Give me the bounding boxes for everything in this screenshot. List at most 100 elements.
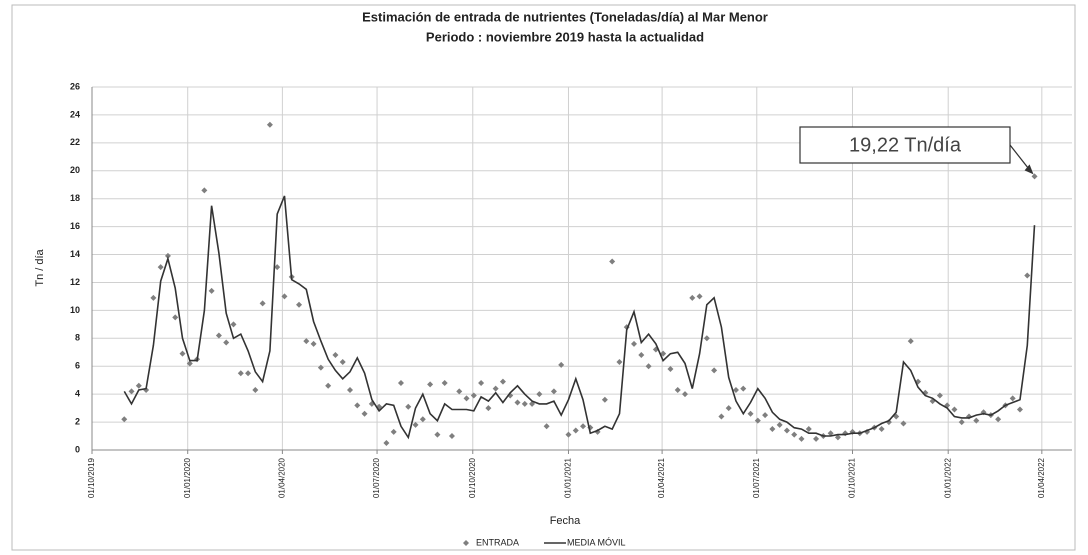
data-point [485, 405, 492, 412]
x-tick-label: 01/10/2019 [87, 457, 96, 498]
data-point [354, 402, 361, 409]
data-point [718, 413, 725, 420]
y-tick-label: 18 [70, 193, 80, 203]
data-point [383, 440, 390, 447]
data-point [805, 426, 812, 433]
data-point [601, 396, 608, 403]
data-point [347, 386, 354, 393]
y-tick-label: 14 [70, 249, 80, 259]
data-point [339, 359, 346, 366]
data-point [783, 427, 790, 434]
y-tick-label: 10 [70, 305, 80, 315]
data-point [201, 187, 208, 194]
moving-average-line [123, 195, 1036, 440]
data-point [689, 294, 696, 301]
data-point [252, 386, 259, 393]
data-point [973, 417, 980, 424]
data-point [572, 427, 579, 434]
data-point [958, 419, 965, 426]
data-point [834, 434, 841, 441]
x-axis-title: Fecha [550, 515, 581, 527]
data-point [550, 388, 557, 395]
data-point [696, 293, 703, 300]
data-point [521, 400, 528, 407]
y-tick-label: 20 [70, 165, 80, 175]
data-point [711, 367, 718, 374]
data-point [747, 410, 754, 417]
data-point [631, 340, 638, 347]
annotation-text: 19,22 Tn/día [849, 134, 962, 156]
data-point [514, 399, 521, 406]
data-point [223, 339, 230, 346]
data-point [499, 378, 506, 385]
y-tick-label: 24 [70, 109, 80, 119]
data-point [725, 405, 732, 412]
data-point [900, 420, 907, 427]
y-tick-label: 2 [75, 416, 80, 426]
data-point [1024, 272, 1031, 279]
data-point [150, 294, 157, 301]
data-point [412, 421, 419, 428]
data-point [245, 370, 252, 377]
data-point [558, 361, 565, 368]
data-point [448, 433, 455, 440]
data-point [208, 287, 215, 294]
data-point [638, 352, 645, 359]
data-point [543, 423, 550, 430]
chart-title: Estimación de entrada de nutrientes (Ton… [362, 9, 768, 24]
data-point [754, 417, 761, 424]
x-tick-label: 01/04/2020 [277, 457, 286, 498]
x-tick-label: 01/01/2020 [183, 457, 192, 498]
x-tick-label: 01/01/2022 [943, 457, 952, 498]
data-point [798, 435, 805, 442]
x-tick-label: 01/01/2021 [564, 457, 573, 498]
data-point [995, 416, 1002, 423]
data-point [361, 410, 368, 417]
data-point [186, 360, 193, 367]
y-tick-label: 26 [70, 81, 80, 91]
x-tick-label: 01/07/2021 [752, 457, 761, 498]
data-point [456, 388, 463, 395]
y-axis-title: Tn / día [34, 248, 46, 286]
data-point [427, 381, 434, 388]
data-point [660, 350, 667, 357]
data-point [478, 379, 485, 386]
data-point [128, 388, 135, 395]
data-point [907, 338, 914, 345]
data-point [164, 252, 171, 259]
data-point [791, 431, 798, 438]
data-point [266, 121, 273, 128]
data-point [296, 301, 303, 308]
x-tick-label: 01/10/2021 [848, 457, 857, 498]
x-tick-label: 01/04/2022 [1037, 457, 1046, 498]
data-point [317, 364, 324, 371]
data-point [434, 431, 441, 438]
data-point [1016, 406, 1023, 413]
y-tick-label: 4 [75, 389, 80, 399]
legend-marker [463, 540, 469, 546]
annotation-arrowhead [1024, 164, 1034, 175]
data-point [215, 332, 222, 339]
data-point [281, 293, 288, 300]
data-point [813, 435, 820, 442]
data-point [274, 264, 281, 271]
data-point [609, 258, 616, 265]
data-point [536, 391, 543, 398]
data-point [674, 386, 681, 393]
data-point [1031, 173, 1038, 180]
data-point [616, 359, 623, 366]
data-point [703, 335, 710, 342]
data-point [645, 363, 652, 370]
data-point [237, 370, 244, 377]
data-point [769, 426, 776, 433]
data-point [172, 314, 179, 321]
data-point [827, 430, 834, 437]
y-tick-label: 8 [75, 333, 80, 343]
y-tick-label: 22 [70, 137, 80, 147]
chart-subtitle: Periodo : noviembre 2019 hasta la actual… [426, 29, 704, 44]
y-tick-label: 16 [70, 221, 80, 231]
data-point [878, 426, 885, 433]
legend-label: ENTRADA [476, 537, 519, 547]
data-point [397, 379, 404, 386]
